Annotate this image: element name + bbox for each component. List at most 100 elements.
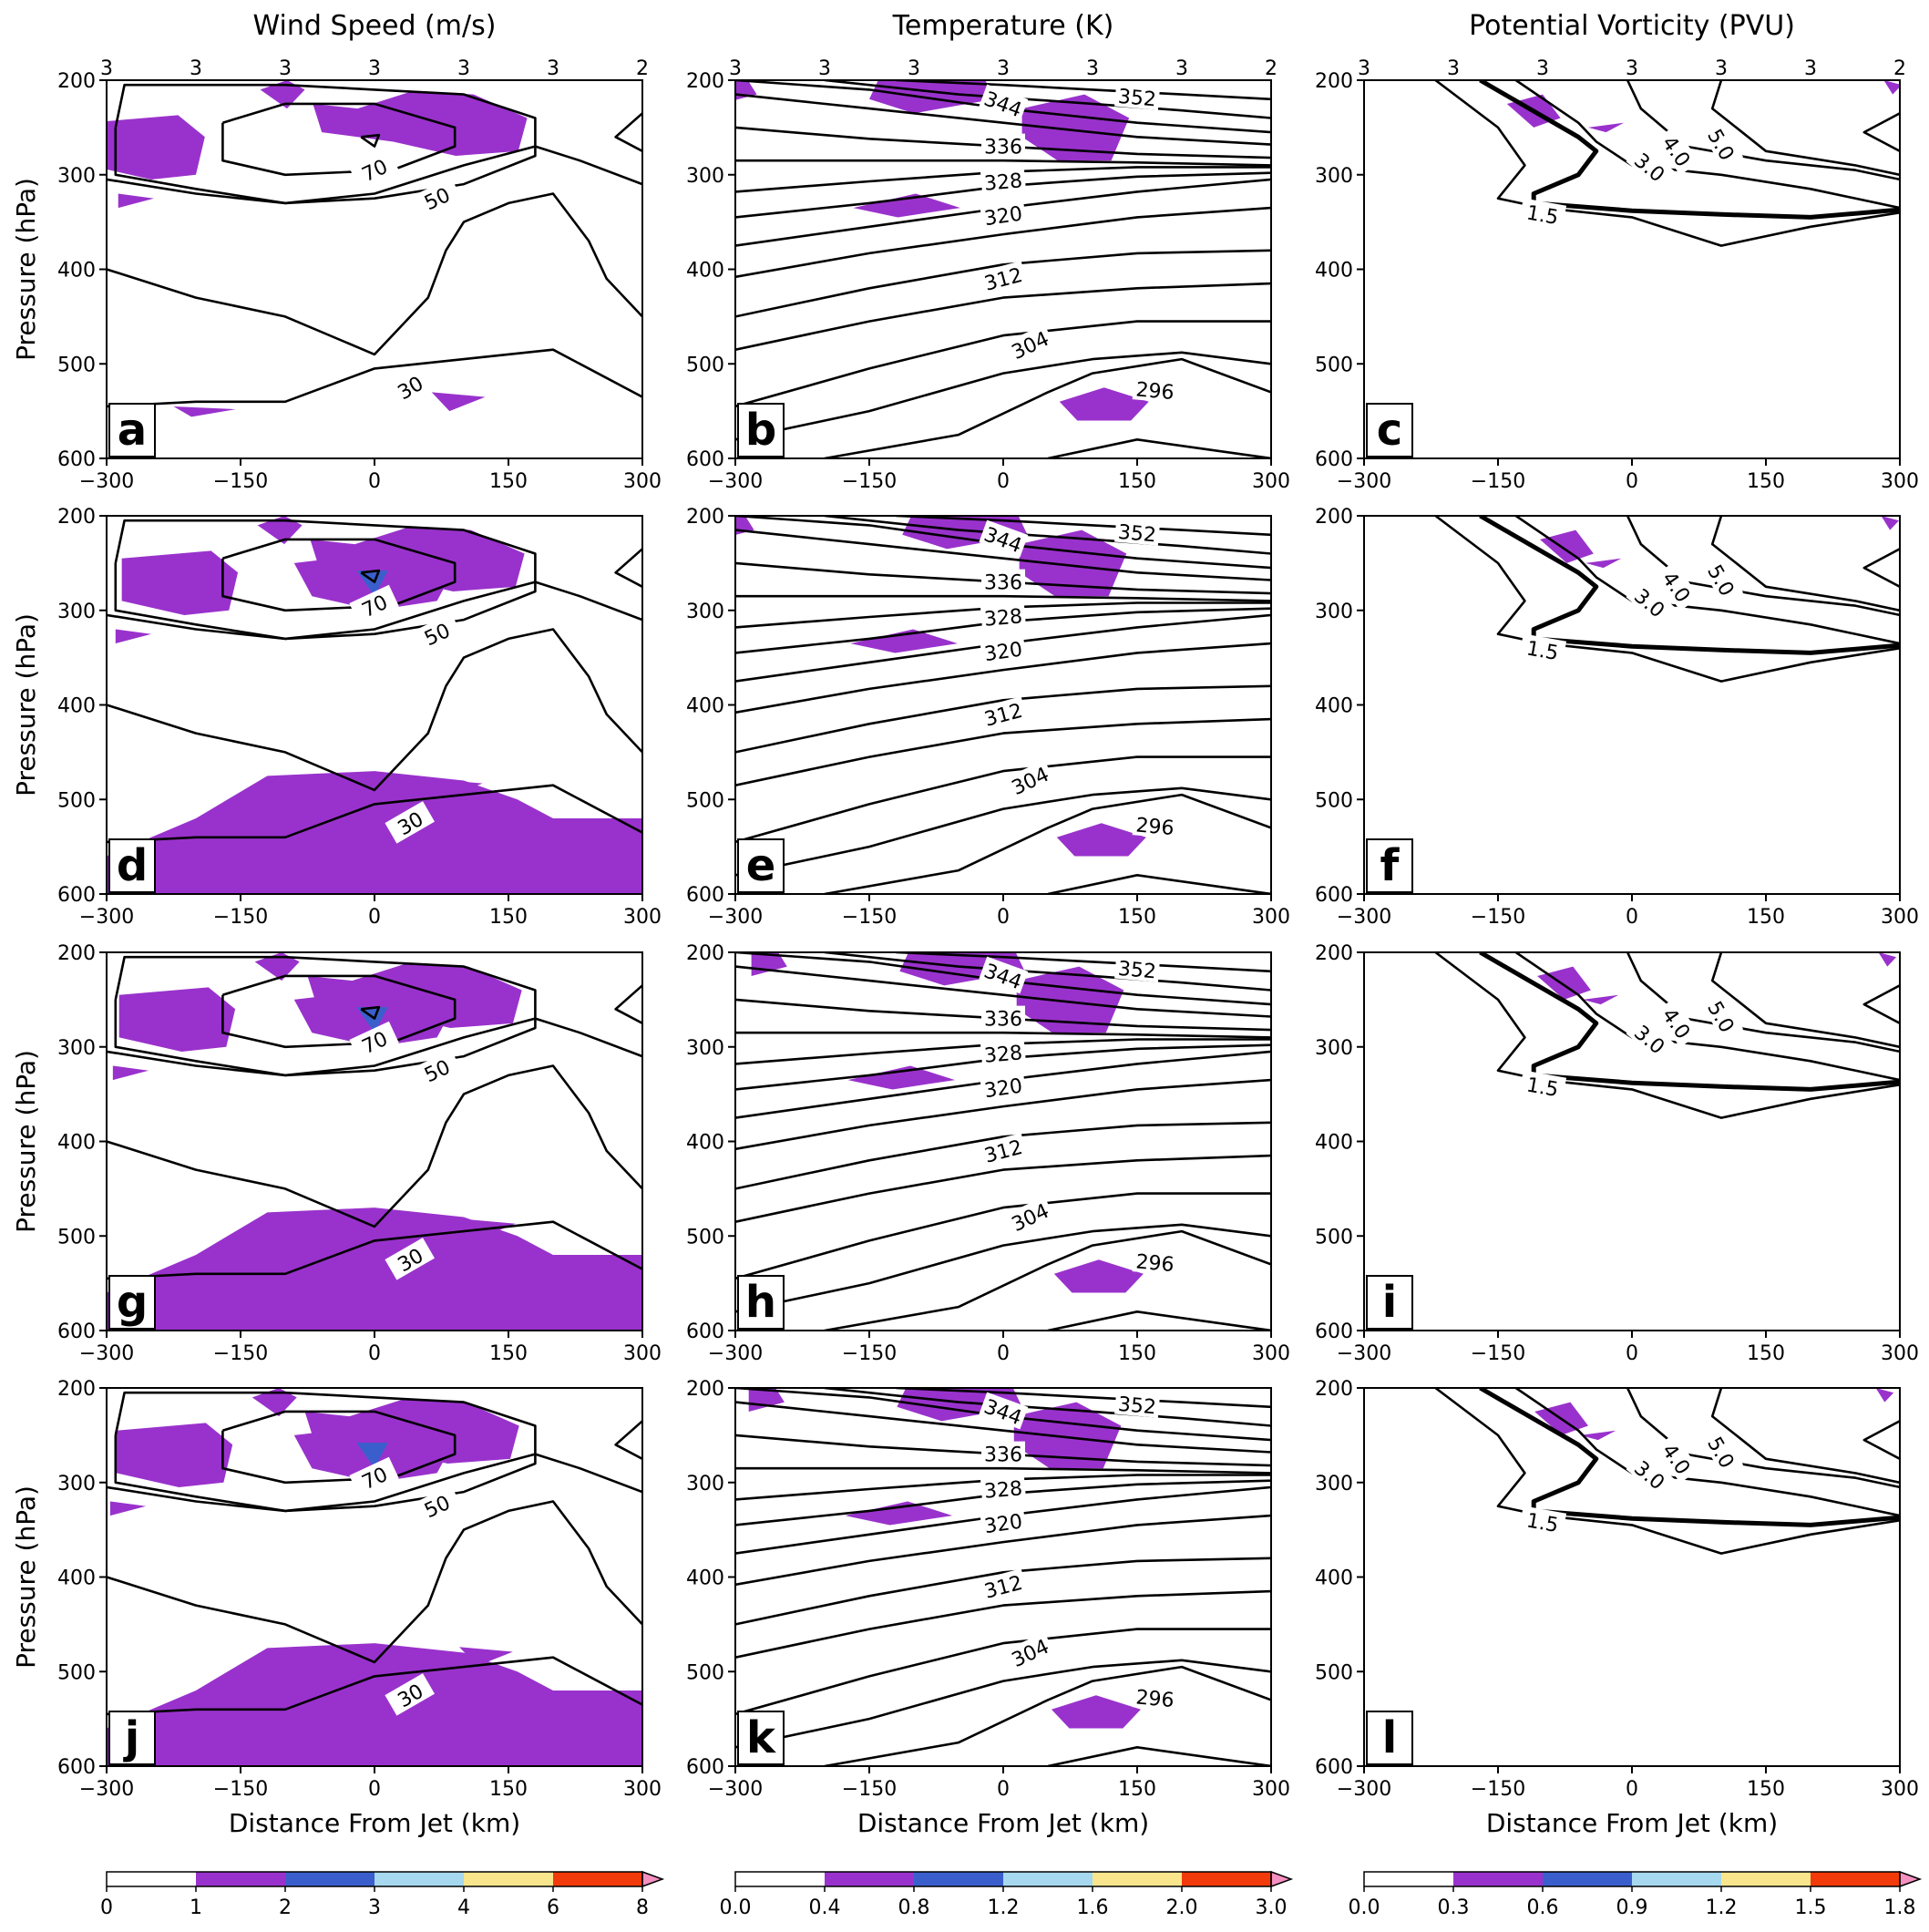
- x-tick-label: −300: [708, 1778, 763, 1801]
- y-tick-label: 200: [1315, 70, 1353, 93]
- contour-line: [735, 1121, 1271, 1190]
- contour-label: 320: [983, 1075, 1024, 1104]
- contour-label: 312: [982, 1136, 1025, 1168]
- contour-label-bg: [385, 801, 435, 844]
- colorbar-segment: [1543, 1872, 1632, 1886]
- y-tick-label: 200: [686, 70, 724, 93]
- contour-line: [221, 974, 457, 1049]
- contour-line: [1710, 952, 1900, 1049]
- panel-letter: g: [117, 1277, 148, 1328]
- contour-label: 296: [1134, 1687, 1175, 1713]
- contour-line: [735, 93, 1271, 146]
- contour-label-bg: [1114, 1390, 1161, 1418]
- contour-label-bg: [1655, 998, 1700, 1048]
- x-tick-label: 0: [368, 1778, 381, 1801]
- colorbar-segment: [1364, 1872, 1453, 1886]
- contour-label: 296: [1134, 379, 1175, 406]
- y-tick-label: 200: [686, 942, 724, 965]
- panel-letter: d: [117, 840, 148, 891]
- contour-line: [107, 1656, 642, 1716]
- contour-label-bg: [1004, 324, 1055, 365]
- y-tick-label: 200: [686, 506, 724, 529]
- panel-letter-box: [737, 1711, 785, 1765]
- colorbar-tick-label: 1.2: [988, 1896, 1020, 1919]
- colorbar-theta: 0.0 0.4 0.8 1.2 1.6 2.0 3.0: [720, 1870, 1294, 1919]
- y-tick-label: 600: [686, 1756, 724, 1779]
- contour-line: [735, 1223, 1271, 1313]
- contour-line: [1710, 1388, 1900, 1485]
- contour-label-bg: [1700, 1426, 1744, 1477]
- shaded-region: [1878, 952, 1897, 967]
- contour-label: 312: [982, 700, 1025, 732]
- contour-line: [735, 1514, 1271, 1587]
- contour-label: 336: [984, 1444, 1022, 1467]
- contour-line: [614, 112, 642, 152]
- panel-letter-box: [1366, 1711, 1413, 1765]
- y-tick-label: 600: [686, 1321, 724, 1343]
- y-tick-label: 400: [57, 1567, 96, 1590]
- panel-l: 5.04.03.01.5−300 −150 0 150 3002003004005006…: [1315, 1378, 1919, 1838]
- y-tick-label: 200: [686, 1378, 724, 1401]
- y-tick-label: 600: [1315, 884, 1353, 907]
- contour-label: 352: [1117, 958, 1157, 984]
- x-tick-label: −300: [1337, 470, 1391, 493]
- contour-line: [735, 1401, 1271, 1454]
- y-tick-label: 400: [686, 695, 724, 718]
- x-axis-label: Distance From Jet (km): [229, 1808, 520, 1838]
- contour-label: 328: [983, 1477, 1023, 1504]
- contour-label: 336: [984, 1009, 1022, 1032]
- colorbar-tick-label: 1.8: [1884, 1896, 1916, 1919]
- contour-line: [896, 1388, 1271, 1409]
- shaded-region: [257, 516, 303, 545]
- shaded-region: [1585, 558, 1622, 569]
- panel-letter-box: [1366, 1275, 1413, 1330]
- shaded-region: [1056, 823, 1146, 857]
- top-count-label: 2: [1265, 57, 1277, 80]
- contour-line: [735, 684, 1271, 754]
- shaded-region: [313, 91, 528, 156]
- contour-label-bg: [1114, 82, 1161, 110]
- x-tick-label: −150: [1471, 1778, 1525, 1801]
- y-tick-label: 300: [1315, 165, 1353, 188]
- contour-line: [824, 952, 1271, 992]
- contour-label-bg: [981, 133, 1025, 158]
- contour-line: [1626, 516, 1900, 617]
- x-tick-label: −150: [213, 1342, 268, 1365]
- panel-letter: e: [746, 840, 776, 891]
- contour-line: [824, 1388, 1271, 1427]
- contour-line: [360, 569, 381, 583]
- y-tick-label: 300: [686, 1473, 724, 1495]
- shaded-region: [1881, 516, 1900, 530]
- colorbar-segment: [1003, 1872, 1093, 1886]
- y-tick-label: 200: [57, 942, 96, 965]
- colorbar-tick-label: 1.5: [1795, 1896, 1827, 1919]
- x-tick-label: 300: [623, 1778, 662, 1801]
- contour-line: [107, 784, 642, 844]
- colorbar-segment: [375, 1872, 464, 1886]
- contour-label: 352: [1117, 1393, 1157, 1420]
- contour-label-bg: [981, 569, 1025, 593]
- y-tick-label: 300: [1315, 1473, 1353, 1495]
- contour-line: [614, 984, 642, 1024]
- contour-label-bg: [980, 166, 1026, 195]
- contour-label-bg: [1700, 991, 1744, 1042]
- shaded-region: [1540, 529, 1594, 563]
- y-axis-label: Pressure (hPa): [11, 1050, 41, 1233]
- y-tick-label: 600: [1315, 1756, 1353, 1779]
- x-tick-label: −150: [213, 906, 268, 929]
- panel-letter-box: [108, 838, 156, 893]
- y-tick-label: 300: [57, 601, 96, 623]
- contour-line: [896, 952, 1271, 973]
- contour-label: 328: [983, 170, 1023, 196]
- colorbar-tick-label: 0.9: [1616, 1896, 1648, 1919]
- contour-line: [735, 1154, 1271, 1223]
- y-tick-label: 400: [1315, 1132, 1353, 1155]
- contour-label: 320: [983, 203, 1024, 231]
- contour-line: [735, 159, 1271, 167]
- contour-label: 320: [983, 639, 1024, 667]
- panel-f: 5.04.03.01.5−300 −150 0 150 3002003004005006…: [1315, 506, 1919, 929]
- contour-label-bg: [1519, 198, 1567, 230]
